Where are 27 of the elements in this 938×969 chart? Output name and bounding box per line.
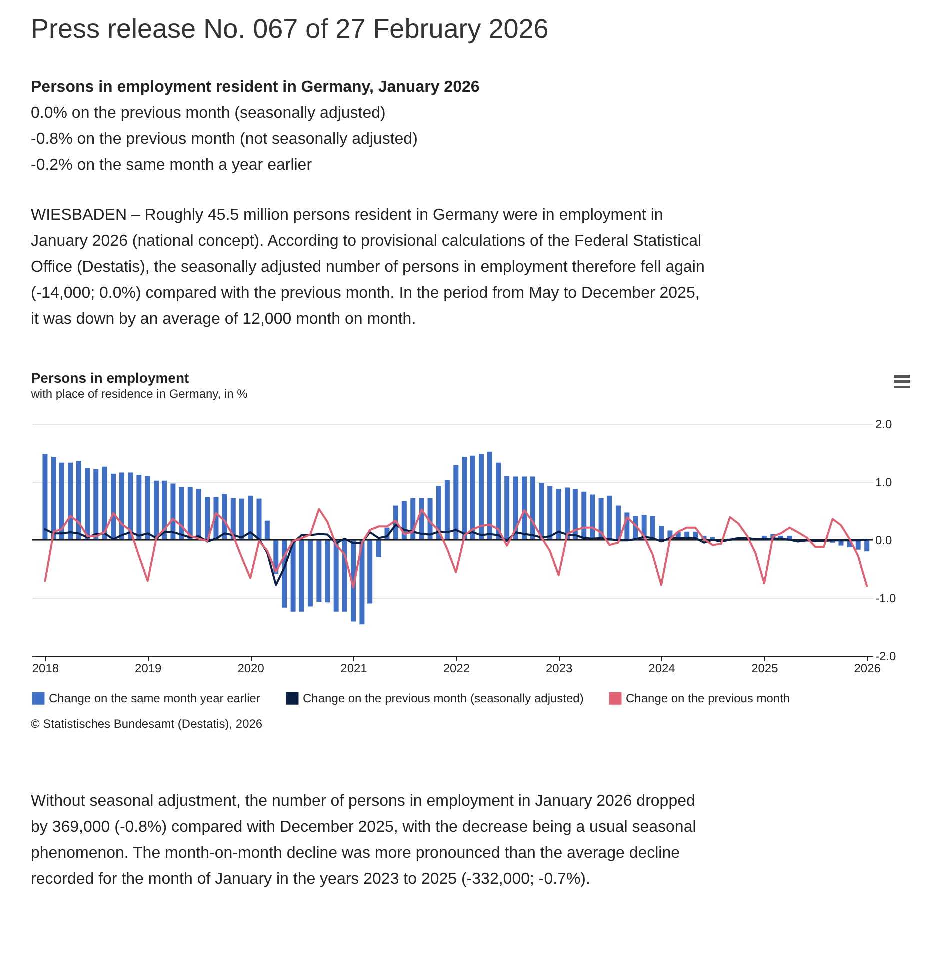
x-tick-label: 2020 [238,662,265,676]
x-tick-label: 2026 [854,662,882,676]
chart-subtitle: with place of residence in Germany, in % [30,387,248,401]
text: Without seasonal adjustment, the number of persons in employment in January 2026 dropped by 369,000 (-0.8%) compared with December 2025, with the decrease being a usual seasonal phenomenon. The month-on-month decline was more pronounced than the average decline recorded for the month of January in the years 2023 to 2025 (-332,000; -0.7%). [31,792,698,890]
text: 0.0% on the previous month (seasonally adjusted) [31,104,387,124]
x-tick-label: 2025 [752,662,779,676]
text: -0.8% on the previous month (not seasonally adjusted) [31,130,419,150]
y-tick-label: 0.0 [876,534,893,548]
text: Persons in employment resident in Germany, January 2026 [31,78,481,98]
text: -0.2% on the same month a year earlier [31,156,314,176]
x-tick-label: 2021 [340,662,368,676]
text: WIESBADEN – Roughly 45.5 million persons resident in Germany were in employment in January 2026 (national concept). According to provisional calculations of the Federal Statistical Office (Destatis), the seasonally adjusted number of persons in employment therefore fell again (-14,000; 0.0%) compared with the previous month. In the period from May to December 2025, it was down by an average of 12,000 month on month. [31,206,706,330]
text: © Statistisches Bundesamt (Destatis), 2026 [31,717,264,731]
y-tick-label: 2.0 [876,418,893,432]
x-tick-label: 2018 [32,662,60,676]
x-tick-label: 2024 [648,662,676,676]
x-tick-label: 2023 [546,662,573,676]
legend-label: Change on the previous month [626,692,790,706]
chart-title: Persons in employment [31,370,190,386]
y-tick-label: -1.0 [876,592,897,606]
y-tick-label: 1.0 [876,476,893,490]
y-tick-label: -2.0 [876,650,897,664]
legend-label: Change on the previous month (seasonally adjusted) [303,692,584,706]
x-tick-label: 2019 [135,662,162,676]
x-tick-label: 2022 [443,662,470,676]
legend-label: Change on the same month year earlier [49,692,260,706]
text: Press release No. 067 of 27 February 2026 [31,14,550,45]
